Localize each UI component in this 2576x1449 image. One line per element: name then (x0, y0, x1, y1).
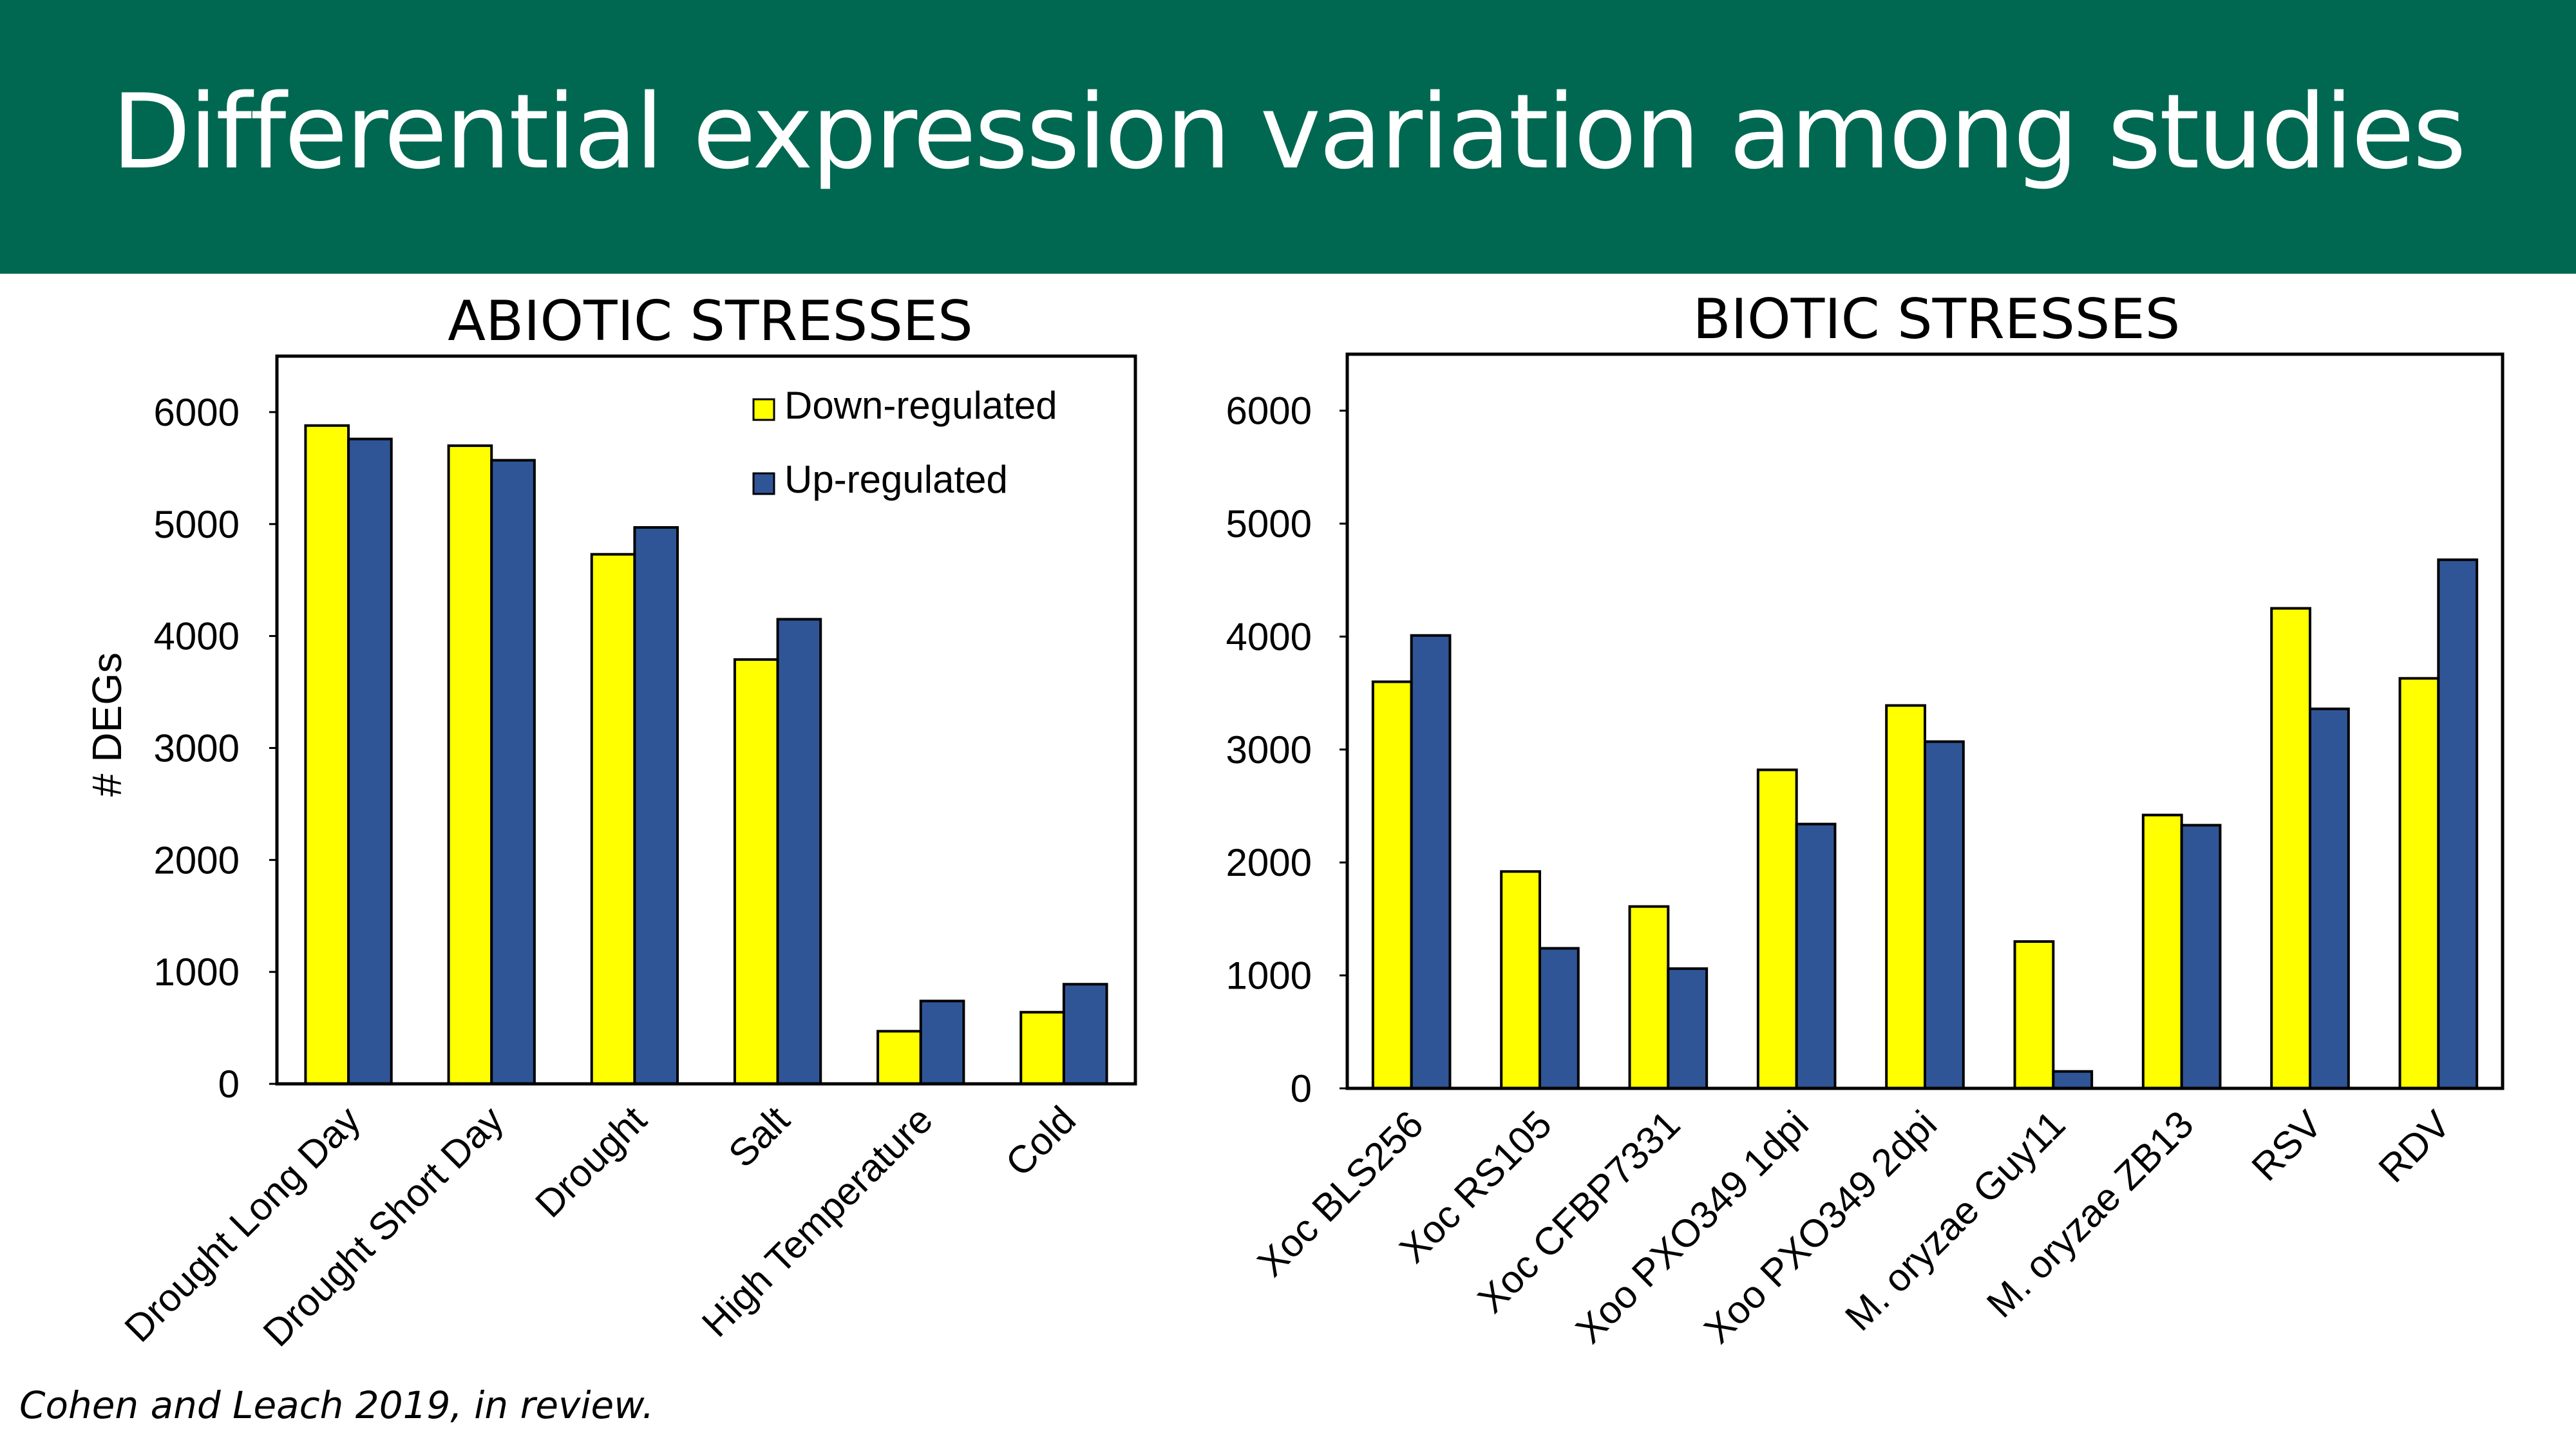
chart1-bar-up (347, 437, 393, 1085)
chart2-bar-up (2180, 824, 2222, 1090)
chart2-title: BIOTIC STRESSES (1693, 287, 2181, 352)
chart2-bar-up (1539, 947, 1580, 1090)
chart2-bar-down (2013, 940, 2055, 1090)
chart1-bar-up (633, 526, 679, 1085)
chart1-bar-up (490, 459, 536, 1085)
chart1-category-label: Cold (997, 1098, 1084, 1185)
chart1-ytick-label: 0 (218, 1063, 240, 1106)
chart1-ytick-label: 2000 (154, 838, 240, 882)
chart2-bar-down (1371, 680, 1413, 1090)
chart2-bar-down (2141, 813, 2183, 1090)
chart1-ylabel: # DEGs (84, 652, 130, 797)
chart1-ytick-label: 6000 (154, 391, 240, 434)
chart2-ytick-label: 3000 (1226, 728, 1312, 772)
chart2-category-label: RDV (2371, 1103, 2459, 1191)
chart1-bar-down (876, 1030, 922, 1086)
chart2-bar-down (1628, 905, 1670, 1090)
chart1-category-label: Drought Long Day (117, 1098, 369, 1350)
chart2-bar-down (1500, 870, 1541, 1090)
slide-title: Differential expression variation among … (111, 71, 2467, 192)
chart1-ytick-label: 1000 (154, 951, 240, 994)
chart2-ytick-label: 2000 (1226, 841, 1312, 884)
chart2-bar-down (2398, 677, 2440, 1090)
chart2-bar-up (2309, 707, 2350, 1090)
chart2-category-label: RSV (2244, 1103, 2331, 1189)
chart1-bar-down (1019, 1010, 1065, 1085)
chart2-bar-down (1756, 768, 1798, 1090)
chart1-category-label: Drought Short Day (255, 1098, 512, 1355)
chart1-category-label: Salt (720, 1098, 798, 1176)
chart1-ytick-label: 3000 (154, 726, 240, 770)
chart1-category-label: Drought (527, 1098, 655, 1226)
chart1-bar-up (1062, 983, 1108, 1086)
chart2-category-label: Xoc BLS256 (1249, 1103, 1432, 1285)
legend-swatch-up (752, 472, 775, 495)
chart1-title: ABIOTIC STRESSES (448, 289, 973, 354)
chart2-ytick-label: 4000 (1226, 615, 1312, 658)
chart2-bar-down (2270, 607, 2311, 1090)
legend-swatch-down (752, 398, 775, 421)
chart1-bar-down (447, 444, 493, 1085)
chart2-bar-up (1795, 822, 1837, 1090)
chart2-bar-up (1667, 967, 1709, 1090)
chart1-bar-down (304, 424, 350, 1085)
chart2-ytick-label: 5000 (1226, 502, 1312, 545)
chart1-bar-up (919, 999, 965, 1086)
chart2-bar-up (2437, 558, 2479, 1090)
chart1-plot-frame (275, 354, 1137, 1086)
title-banner (0, 0, 2576, 274)
chart2-bar-up (1924, 740, 1965, 1090)
legend-label-down: Down-regulated (784, 384, 1057, 427)
chart2-category-label: Xoo PXO349 2dpi (1696, 1103, 1945, 1352)
chart1-bar-up (776, 618, 822, 1085)
chart1-bar-down (733, 658, 779, 1085)
citation: Cohen and Leach 2019, in review. (19, 1383, 654, 1427)
chart1-ytick-label: 5000 (154, 503, 240, 546)
chart2-ytick-label: 0 (1291, 1067, 1312, 1110)
chart2-ytick-label: 6000 (1226, 390, 1312, 433)
chart1-ytick-label: 4000 (154, 615, 240, 658)
chart2-category-label: Xoo PXO349 1dpi (1567, 1103, 1817, 1352)
chart1-bar-down (590, 553, 636, 1085)
legend-label-up: Up-regulated (784, 458, 1008, 501)
chart2-bar-down (1885, 704, 1926, 1090)
chart2-bar-up (1410, 634, 1452, 1090)
chart2-category-label: M. oryzae Guy11 (1837, 1103, 2073, 1339)
chart2-bar-up (2052, 1070, 2094, 1090)
chart2-plot-frame (1345, 352, 2505, 1090)
chart2-ytick-label: 1000 (1226, 954, 1312, 998)
